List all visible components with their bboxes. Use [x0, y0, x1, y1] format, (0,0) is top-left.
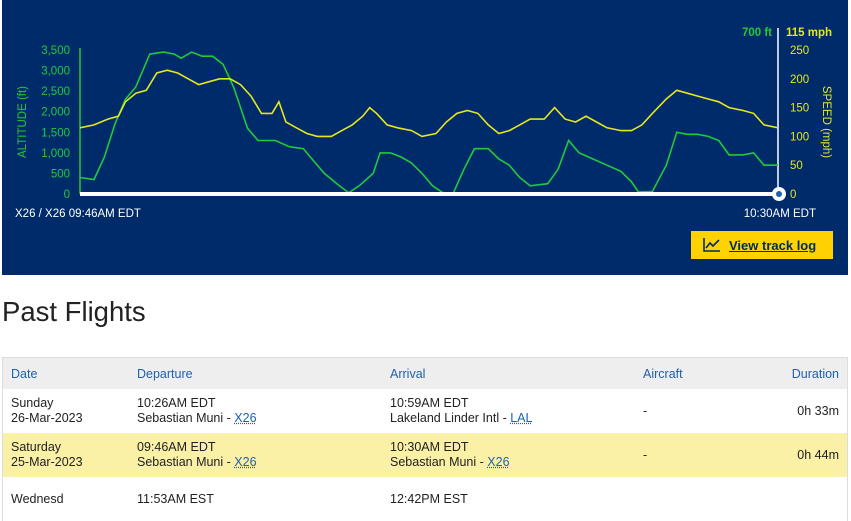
- column-header-duration[interactable]: Duration: [753, 357, 848, 389]
- departure-time: 10:26AM EDT: [137, 396, 216, 410]
- speed-tick-label: 100: [790, 131, 809, 143]
- aircraft-cell: -: [635, 433, 753, 477]
- altitude-tick-label: 2,500: [41, 86, 70, 98]
- table-row[interactable]: Sunday 26-Mar-2023 10:26AM EDT Sebastian…: [3, 389, 848, 433]
- arrival-airport: Lakeland Linder Intl -: [390, 411, 511, 425]
- view-track-log-label: View track log: [729, 237, 817, 253]
- arrival-time: 12:42PM EST: [390, 491, 468, 506]
- arrival-cell: 12:42PM EST: [382, 477, 635, 521]
- departure-airport: Sebastian Muni -: [137, 411, 235, 425]
- departure-time: 09:46AM EDT: [137, 440, 216, 454]
- column-header-arrival[interactable]: Arrival: [382, 357, 635, 389]
- altitude-axis-label: ALTITUDE (ft): [17, 86, 29, 158]
- table-header-row: Date Departure Arrival Aircraft Duration: [2, 357, 848, 389]
- column-header-date[interactable]: Date: [2, 357, 129, 389]
- date-cell: Wednesd: [3, 477, 130, 521]
- arrival-time: 10:30AM EDT: [390, 440, 469, 454]
- date-cell: Sunday 26-Mar-2023: [3, 389, 130, 433]
- departure-cell: 10:26AM EDT Sebastian Muni - X26: [129, 389, 382, 433]
- flight-day: Saturday: [11, 440, 62, 454]
- past-flights-title: Past Flights: [2, 296, 146, 327]
- date-cell: Saturday 25-Mar-2023: [2, 433, 129, 477]
- flight-position-marker-center: [776, 191, 782, 197]
- altitude-tick-label: 3,000: [41, 66, 70, 78]
- speed-tick-label: 150: [790, 103, 809, 115]
- aircraft-cell: [635, 477, 753, 521]
- duration-cell: [753, 477, 848, 521]
- column-header-aircraft[interactable]: Aircraft: [635, 357, 753, 389]
- column-header-departure[interactable]: Departure: [129, 357, 382, 389]
- flight-track-chart-panel: 3,500 3,000 2,500 2,000 1,500 1,000 500 0 250 20…: [2, 0, 848, 275]
- departure-airport-link[interactable]: X26: [234, 455, 257, 469]
- departure-time-label: X26 / X26 09:46AM EDT: [15, 208, 141, 220]
- departure-time: 11:53AM EST: [137, 491, 214, 506]
- table-row[interactable]: Wednesd 11:53AM EST 12:42PM EST: [3, 477, 848, 521]
- altitude-tick-label: 0: [64, 189, 70, 201]
- speed-tick-label: 50: [790, 160, 803, 172]
- arrival-time-label: 10:30AM EDT: [744, 208, 816, 220]
- altitude-series-line: [79, 51, 778, 194]
- departure-cell: 09:46AM EDT Sebastian Muni - X26: [129, 433, 382, 477]
- flight-date: 26-Mar-2023: [11, 411, 83, 425]
- arrival-time: 10:59AM EDT: [390, 396, 469, 410]
- arrival-airport-link[interactable]: X26: [487, 455, 510, 469]
- altitude-tick-label: 3,500: [41, 45, 70, 57]
- duration-cell: 0h 44m: [753, 433, 848, 477]
- past-flights-table: Date Departure Arrival Aircraft Duration…: [2, 357, 848, 521]
- flight-date: 25-Mar-2023: [11, 455, 83, 469]
- arrival-cell: 10:30AM EDT Sebastian Muni - X26: [382, 433, 635, 477]
- flight-day: Sunday: [11, 396, 54, 410]
- arrival-cell: 10:59AM EDT Lakeland Linder Intl - LAL: [382, 389, 635, 433]
- speed-tick-label: 250: [790, 45, 809, 57]
- departure-airport-link[interactable]: X26: [234, 411, 257, 425]
- current-altitude-value: 700 ft: [742, 27, 772, 39]
- speed-series-line: [79, 69, 779, 138]
- speed-axis-label: SPEED (mph): [820, 86, 832, 158]
- table-row-selected[interactable]: Saturday 25-Mar-2023 09:46AM EDT Sebasti…: [2, 433, 848, 477]
- line-chart-icon: [703, 238, 720, 252]
- current-speed-value: 115 mph: [786, 27, 832, 39]
- flight-day: Wednesd: [11, 491, 64, 506]
- arrival-airport-link[interactable]: LAL: [510, 411, 533, 425]
- altitude-tick-label: 2,000: [41, 107, 70, 119]
- speed-tick-label: 200: [790, 74, 809, 86]
- altitude-tick-label: 500: [51, 168, 70, 180]
- view-track-log-button[interactable]: View track log: [691, 231, 833, 259]
- arrival-airport: Sebastian Muni -: [390, 455, 488, 469]
- aircraft-cell: -: [643, 403, 648, 418]
- duration-cell: 0h 33m: [797, 403, 839, 418]
- speed-tick-label: 0: [790, 189, 796, 201]
- departure-cell: 11:53AM EST: [129, 477, 382, 521]
- altitude-tick-label: 1,000: [41, 148, 70, 160]
- altitude-tick-label: 1,500: [41, 127, 70, 139]
- departure-airport: Sebastian Muni -: [137, 455, 235, 469]
